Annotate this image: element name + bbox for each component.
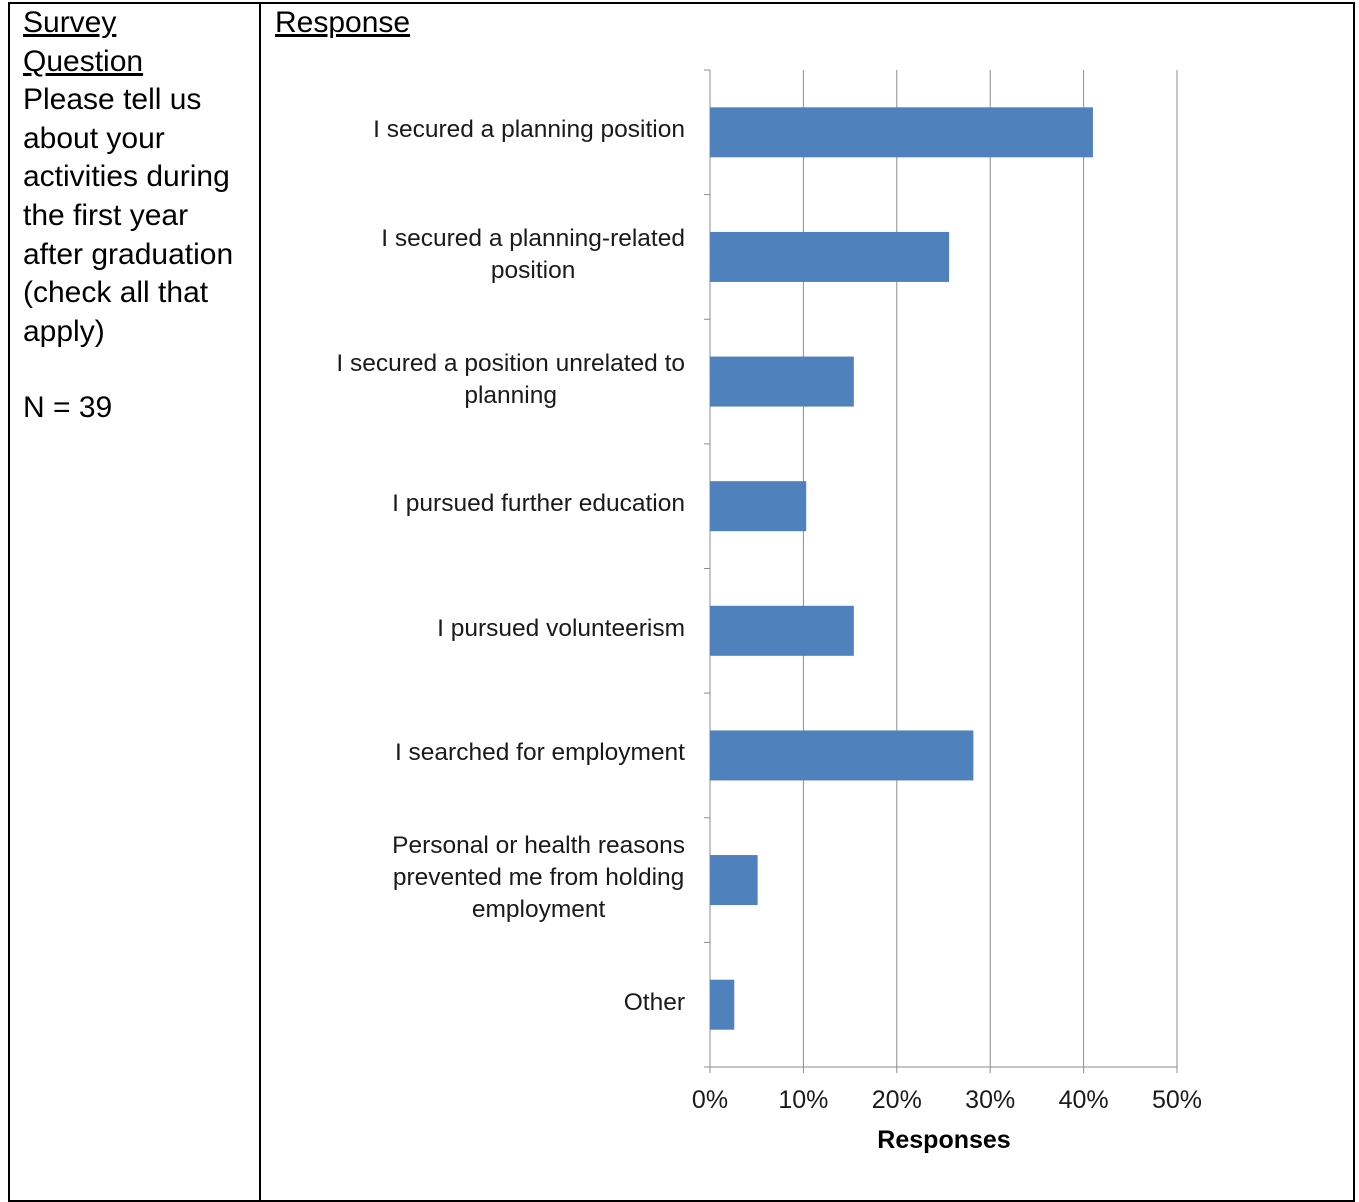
category-label-line: I pursued volunteerism [437, 614, 685, 642]
category-label: Personal or health reasons prevented me f… [392, 830, 685, 926]
bar [710, 481, 807, 532]
category-label: I pursued further education [392, 488, 685, 520]
category-label: I searched for employment [395, 737, 685, 769]
bar [710, 356, 854, 407]
response-header: Response [275, 6, 411, 39]
category-label-line: Other [623, 988, 685, 1016]
category-label-line: employment [471, 896, 606, 924]
x-tick-label: 10% [778, 1086, 829, 1114]
category-label-line: I secured a position unrelated to [336, 349, 685, 377]
survey-header-line1: Survey [23, 6, 117, 39]
x-tick-label: 30% [965, 1086, 1016, 1114]
category-label-line: I pursued further education [392, 490, 685, 518]
x-tick-label: 0% [691, 1086, 729, 1114]
survey-question-cell: Survey Question Please tell us about you… [23, 4, 253, 428]
category-label: I pursued volunteerism [437, 613, 685, 645]
bar [710, 605, 854, 656]
bar [710, 231, 950, 282]
x-tick-label: 20% [871, 1086, 922, 1114]
category-label-line: planning [464, 381, 557, 409]
category-label: Other [624, 987, 685, 1019]
bar [710, 107, 1093, 158]
category-label-line: prevented me from holding [392, 864, 685, 892]
survey-header-line2: Question [23, 44, 144, 78]
category-label-line: Personal or health reasons [392, 832, 685, 860]
category-label: I secured a planning position [373, 114, 685, 146]
category-label: I secured a planning-related position [381, 223, 685, 287]
category-label-line: I searched for employment [394, 739, 685, 767]
column-divider [259, 2, 261, 1202]
survey-question-text: Please tell us about your activities dur… [23, 83, 234, 348]
category-label: I secured a position unrelated to plannin… [336, 348, 685, 412]
category-label-line: I secured a planning position [373, 116, 685, 144]
x-axis-title: Responses [877, 1126, 1011, 1154]
category-label-line: position [490, 256, 576, 284]
x-tick-label: 50% [1151, 1086, 1203, 1114]
x-tick-label: 40% [1058, 1086, 1109, 1114]
bar [710, 730, 974, 781]
bar [710, 979, 735, 1030]
bar [710, 855, 758, 906]
sample-size-label: N = 39 [23, 391, 113, 425]
category-label-line: I secured a planning-related [381, 224, 685, 252]
